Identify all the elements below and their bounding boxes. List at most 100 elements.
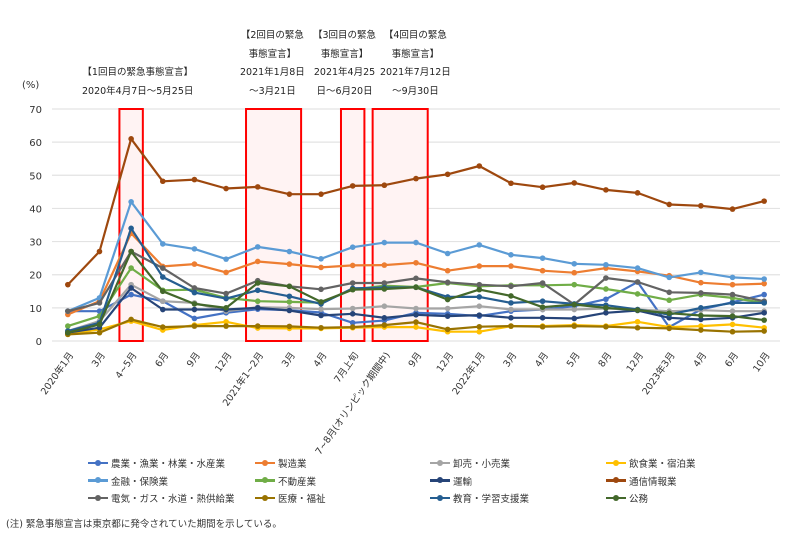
legend-item: 農業・漁業・林業・水産業 [88,456,225,470]
x-tick-label: 9月 [185,350,203,369]
data-point [634,291,641,297]
data-point [254,244,261,250]
data-point [508,252,514,258]
data-point [96,329,103,336]
data-point [191,323,198,329]
data-point [476,294,483,300]
data-point [381,315,388,321]
x-tick-label: 4月 [533,350,551,369]
annotation-line: 【4回目の緊急 [383,30,447,41]
legend-swatch [88,477,108,484]
legend-label: 運輸 [453,476,473,488]
data-point [159,274,166,280]
annotation-line: 2021年1月8日 [240,67,305,78]
data-point [571,323,578,329]
x-tick-label: 12月 [435,350,456,374]
data-point [223,290,229,297]
data-point [761,328,767,334]
data-point [128,199,134,205]
legend-swatch [430,477,450,484]
data-point [571,301,578,308]
data-point [223,185,229,192]
data-point [413,175,419,182]
data-point [286,307,293,314]
x-tick-label: 3月 [280,350,298,369]
data-point [444,250,451,257]
data-point [476,242,483,248]
data-point [634,324,641,331]
legend-item: 公務 [606,491,648,505]
x-tick-label: 8月 [596,350,614,369]
data-point [254,258,261,265]
data-point [349,311,356,317]
data-point [508,315,514,321]
data-point [191,315,198,322]
data-point [444,267,451,274]
legend-swatch [606,494,626,501]
legend-item: 飲食業・宿泊業 [606,456,696,470]
data-point [508,180,514,187]
data-point [761,276,767,282]
data-point [476,323,483,330]
y-tick-label: 0 [36,337,42,348]
legend-swatch [255,477,275,484]
data-point [603,187,609,193]
data-point [349,280,356,286]
data-point [223,305,229,311]
data-point [254,184,261,190]
data-point [761,198,767,204]
annotation-line: 2021年7月12日 [380,67,451,78]
data-point [476,303,483,310]
data-point [729,300,736,306]
data-point [349,286,356,293]
data-point [539,298,546,305]
data-point [508,293,514,299]
data-point [65,329,71,336]
legend-item: 卸売・小売業 [430,456,510,470]
data-point [698,312,704,319]
data-point [444,305,451,312]
footnote: (注) 緊急事態宣言は東京都に発令されていた期間を示している。 [6,519,282,530]
data-point [476,286,483,293]
data-point [634,318,641,325]
data-point [444,279,451,286]
annotation-line: 事態宣言】 [320,48,369,60]
data-point [381,182,388,189]
annotation-line: ～9月30日 [392,85,439,97]
legend-swatch [88,494,108,501]
emergency-period-box [245,108,303,342]
data-point [318,324,324,331]
data-point [634,307,641,313]
data-point [698,323,704,329]
data-point [603,286,609,292]
data-point [349,183,356,189]
x-tick-label: 3月 [90,350,108,369]
data-point [761,300,767,306]
data-point [286,248,293,255]
x-tick-label: 7月上旬 [332,350,362,385]
legend-item: 通信情報業 [606,474,677,488]
data-point [349,262,356,269]
data-point [96,248,103,255]
annotation-2: 【2回目の緊急 事態宣言】 2021年1月8日 ～3月21日 [240,27,305,101]
data-point [128,316,134,323]
data-point [634,279,641,285]
data-point [444,296,451,303]
legend-swatch [88,459,108,466]
data-point [571,315,578,322]
data-point [539,323,546,330]
data-point [413,275,419,282]
data-point [96,300,103,306]
data-point [698,316,704,323]
data-point [413,259,419,266]
data-point [191,285,198,291]
data-point [444,326,451,333]
legend-swatch [255,494,275,501]
data-point [191,246,198,252]
data-point [65,323,71,329]
x-tick-label: 6月 [723,350,741,369]
emergency-period-box [118,108,144,342]
data-point [539,255,546,261]
x-tick-label: 12月 [625,350,646,374]
data-point [698,202,704,209]
